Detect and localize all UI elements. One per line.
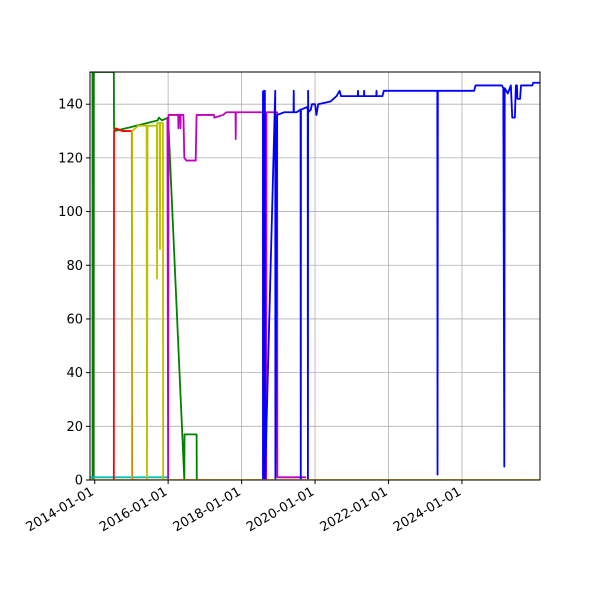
- y-tick-label: 100: [58, 205, 83, 220]
- series-line-5: [166, 111, 307, 480]
- y-tick-label: 120: [58, 151, 83, 166]
- y-axis: 0 20 40 60 80 100 120 140: [58, 98, 90, 489]
- grid-lines: [90, 72, 540, 481]
- series-line-4: [130, 122, 169, 480]
- x-tick-label: 2018-01-01: [171, 484, 244, 535]
- x-tick-label: 2014-01-01: [24, 484, 97, 535]
- series-line-6: [262, 81, 540, 480]
- x-axis: 2014-01-01 2016-01-01 2018-01-01 2020-01-01…: [24, 480, 464, 535]
- x-tick-label: 2022-01-01: [318, 484, 391, 535]
- x-tick-label: 2020-01-01: [244, 484, 317, 535]
- y-tick-label: 140: [58, 98, 83, 113]
- x-tick-label: 2016-01-01: [97, 484, 170, 535]
- y-tick-label: 0: [75, 474, 83, 489]
- y-tick-label: 40: [66, 366, 83, 381]
- series-line-3: [112, 127, 138, 480]
- y-tick-label: 60: [66, 312, 83, 327]
- y-tick-label: 20: [66, 420, 83, 435]
- x-tick-label: 2024-01-01: [391, 484, 464, 535]
- y-tick-label: 80: [66, 259, 83, 274]
- series-group: [90, 72, 540, 480]
- series-line-1: [90, 72, 198, 480]
